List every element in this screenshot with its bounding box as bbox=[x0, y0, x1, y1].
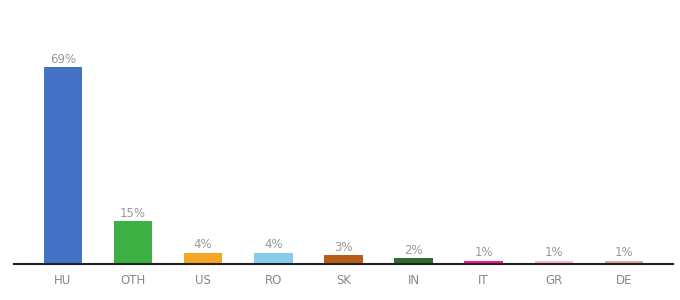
Bar bbox=[324, 256, 362, 264]
Text: 1%: 1% bbox=[615, 246, 633, 260]
Bar bbox=[464, 261, 503, 264]
Bar bbox=[534, 261, 573, 264]
Bar bbox=[114, 221, 152, 264]
Text: 3%: 3% bbox=[334, 241, 353, 254]
Text: 15%: 15% bbox=[120, 206, 146, 220]
Text: 1%: 1% bbox=[545, 246, 563, 260]
Bar bbox=[184, 253, 222, 264]
Bar bbox=[44, 67, 82, 264]
Text: 4%: 4% bbox=[194, 238, 212, 251]
Text: 69%: 69% bbox=[50, 52, 76, 66]
Bar bbox=[254, 253, 292, 264]
Text: 2%: 2% bbox=[404, 244, 423, 256]
Bar bbox=[394, 258, 432, 264]
Text: 4%: 4% bbox=[264, 238, 283, 251]
Text: 1%: 1% bbox=[475, 246, 493, 260]
Bar bbox=[605, 261, 643, 264]
